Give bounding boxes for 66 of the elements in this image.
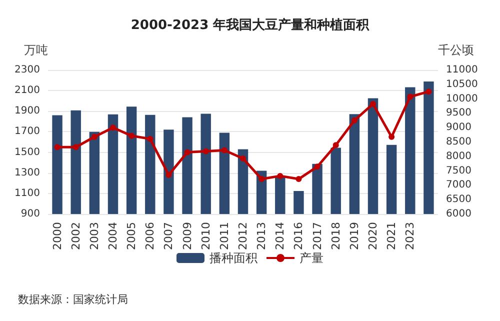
x-tick-label: 2006 (144, 222, 157, 250)
point (426, 88, 432, 95)
point (202, 148, 209, 154)
y-tick-label: 1100 (14, 188, 40, 199)
y2-tick-label: 11000 (446, 64, 478, 76)
y2-tick-label: 6000 (446, 208, 472, 220)
y-tick-label: 2100 (14, 85, 40, 96)
y2-tick-label: 10000 (446, 93, 478, 104)
point (91, 134, 98, 140)
source-note: 数据来源：国家统计局 (18, 293, 128, 306)
legend-label: 产量 (300, 251, 324, 265)
x-tick-label: 2003 (88, 222, 101, 250)
x-tick-label: 2005 (125, 222, 138, 250)
point (258, 176, 265, 182)
point (351, 117, 358, 124)
y-tick-label: 1900 (14, 106, 40, 117)
x-tick-label: 2002 (69, 222, 82, 250)
point (147, 136, 154, 142)
point (54, 144, 60, 150)
point (296, 176, 302, 182)
x-tick-label: 2011 (218, 222, 231, 250)
legend-label: 播种面积 (210, 251, 258, 265)
x-tick-label: 2023 (404, 222, 417, 250)
y-tick-label: 2300 (14, 64, 40, 76)
point (370, 100, 376, 107)
point (314, 164, 320, 170)
y-tick-label: 1500 (14, 146, 40, 158)
point (184, 149, 190, 156)
x-tick-label: 2014 (274, 222, 287, 250)
point (72, 144, 79, 150)
y2-tick-label: 9500 (446, 108, 472, 119)
x-tick-label: 2012 (236, 222, 250, 250)
x-tick-label: 2007 (162, 222, 176, 250)
y2-axis-title: 千公顷 (438, 43, 474, 57)
point (332, 142, 339, 148)
x-tick-label: 2019 (348, 222, 361, 250)
y2-tick-label: 6500 (446, 194, 472, 206)
x-tick-label: 2021 (385, 222, 398, 250)
point (407, 94, 414, 100)
y2-tick-label: 7000 (446, 180, 472, 191)
x-tick-label: 2004 (106, 222, 120, 250)
y2-tick-label: 8500 (446, 136, 472, 148)
x-tick-label: 2000 (50, 222, 64, 250)
x-tick-label: 2017 (310, 222, 324, 250)
y-axis-title: 万吨 (24, 43, 48, 57)
y2-tick-label: 7500 (446, 165, 472, 176)
x-tick-label: 2010 (199, 222, 212, 250)
point (166, 172, 172, 178)
x-tick-label: 2013 (255, 222, 268, 250)
point (221, 147, 228, 154)
y-tick-label: 1300 (14, 167, 40, 178)
y2-tick-label: 10500 (446, 78, 478, 90)
x-tick-label: 2018 (329, 222, 342, 250)
x-tick-label: 2020 (366, 222, 380, 250)
y-tick-label: 1700 (14, 126, 40, 138)
point (240, 155, 246, 162)
point (128, 132, 135, 139)
point (110, 124, 116, 131)
y2-tick-label: 8000 (446, 150, 472, 162)
y2-tick-label: 9000 (446, 122, 472, 134)
point (277, 172, 284, 179)
x-tick-label: 2009 (180, 222, 194, 250)
point (388, 134, 395, 140)
x-tick-label: 2016 (292, 222, 306, 250)
y-tick-label: 900 (20, 208, 40, 220)
chart-title: 2000-2023 年我国大豆产量和种植面积 (130, 17, 370, 33)
